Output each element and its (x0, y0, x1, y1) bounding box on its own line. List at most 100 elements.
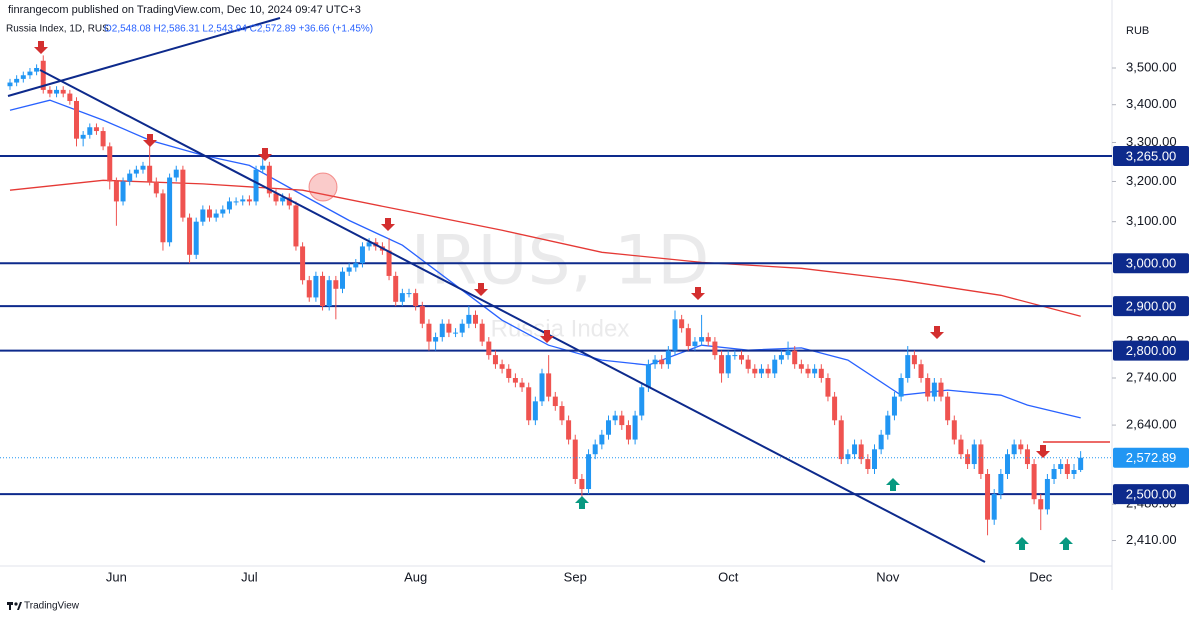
candle-body (665, 350, 671, 365)
candle-body (74, 100, 79, 139)
candle-body (659, 359, 665, 365)
candle-body (413, 293, 419, 307)
candle-body (399, 293, 405, 302)
last-price-label-bg (1113, 447, 1189, 468)
candle-body (479, 323, 485, 342)
candle-body (958, 439, 964, 455)
candle-body (792, 350, 798, 365)
x-tick-label: Sep (564, 569, 587, 584)
candle-body (273, 193, 279, 202)
candle-body (366, 242, 372, 247)
candle-body (353, 263, 359, 268)
candle-body (546, 373, 552, 397)
candle-body (393, 275, 399, 302)
candle-body (499, 364, 505, 369)
candle-body (838, 420, 844, 460)
level-label-bg (1113, 253, 1189, 274)
candle-body (798, 364, 804, 369)
candle-body (1044, 478, 1050, 510)
level-label: 2,800.00 (1126, 343, 1177, 358)
candle-body (120, 181, 126, 202)
price-axis: 3,500.00 3,400.00 3,300.00 3,200.00 3,100.00… (1112, 59, 1189, 547)
candle-body (519, 382, 525, 388)
candle-body (246, 199, 252, 202)
candle-body (1031, 464, 1037, 500)
candle-body (679, 319, 685, 329)
candle-body (1038, 499, 1044, 510)
candle-body (107, 146, 113, 182)
down-arrow (474, 283, 488, 296)
candle-body (280, 197, 286, 202)
down-arrow (930, 326, 944, 339)
ohlc-legend: O2,548.08 H2,586.31 L2,543.94 C2,572.89 … (104, 24, 373, 35)
candle-body (765, 368, 771, 374)
last-price-label: 2,572.89 (1126, 450, 1177, 465)
x-tick-label: Nov (876, 569, 900, 584)
level-label-bg (1113, 146, 1189, 167)
candle-body (832, 396, 838, 421)
candle-body (14, 78, 20, 83)
candle-body (147, 165, 153, 182)
candle-body (805, 368, 811, 374)
candle-body (978, 444, 984, 474)
y-tick-label: 3,500.00 (1126, 59, 1177, 74)
down-arrow (691, 287, 705, 300)
candle-body (253, 169, 259, 202)
candle-body (619, 415, 625, 426)
candle-body (113, 181, 119, 202)
level-label-bg (1113, 484, 1189, 505)
candle-body (905, 355, 911, 379)
candle-body (306, 280, 312, 298)
candle-body (220, 209, 226, 214)
candle-body (898, 378, 904, 397)
candle-body (67, 93, 73, 101)
candle-body (200, 209, 206, 222)
watermark-sub: Russia Index (491, 315, 630, 342)
candle-body (526, 387, 532, 421)
candle-body (599, 434, 605, 445)
candle-body (612, 415, 618, 421)
candle-body (486, 341, 492, 356)
cross-marker (308, 172, 338, 202)
footer-logo (7, 602, 22, 610)
candle-body (1064, 464, 1070, 474)
candle-body (340, 271, 345, 289)
candle-body (652, 359, 658, 365)
candle-body (639, 387, 645, 416)
candle-body (160, 193, 166, 243)
candle-body (473, 314, 478, 324)
down-arrow (143, 134, 157, 147)
down-arrow (34, 41, 48, 54)
candle-body (446, 323, 452, 333)
candle-body (825, 378, 831, 397)
candle-body (586, 454, 592, 490)
candle-body (712, 341, 718, 356)
candle-body (925, 378, 931, 397)
y-tick-label: 3,300.00 (1126, 134, 1177, 149)
candle-body (1024, 449, 1030, 465)
candle-body (326, 280, 332, 307)
candle-body (672, 319, 678, 351)
candle-body (140, 165, 146, 170)
candle-body (579, 478, 585, 490)
candle-body (971, 444, 977, 465)
publish-header: finrangecom published on TradingView.com… (8, 4, 361, 16)
candle-body (207, 209, 212, 218)
x-tick-label: Oct (718, 569, 739, 584)
candle-body (233, 201, 239, 203)
candle-body (153, 181, 159, 194)
level-label: 2,500.00 (1126, 487, 1177, 502)
candle-body (532, 401, 538, 421)
candle-body (758, 368, 764, 374)
candle-body (872, 449, 877, 470)
candle-body (1058, 464, 1064, 470)
candle-body (725, 355, 731, 374)
candle-body (732, 355, 738, 357)
trendline (7, 17, 281, 97)
candle-body (426, 323, 432, 342)
y-tick-label: 2,410.00 (1126, 532, 1177, 547)
candle-body (885, 415, 891, 435)
candle-body (386, 250, 392, 276)
candle-body (100, 131, 106, 147)
candle-body (127, 173, 133, 182)
